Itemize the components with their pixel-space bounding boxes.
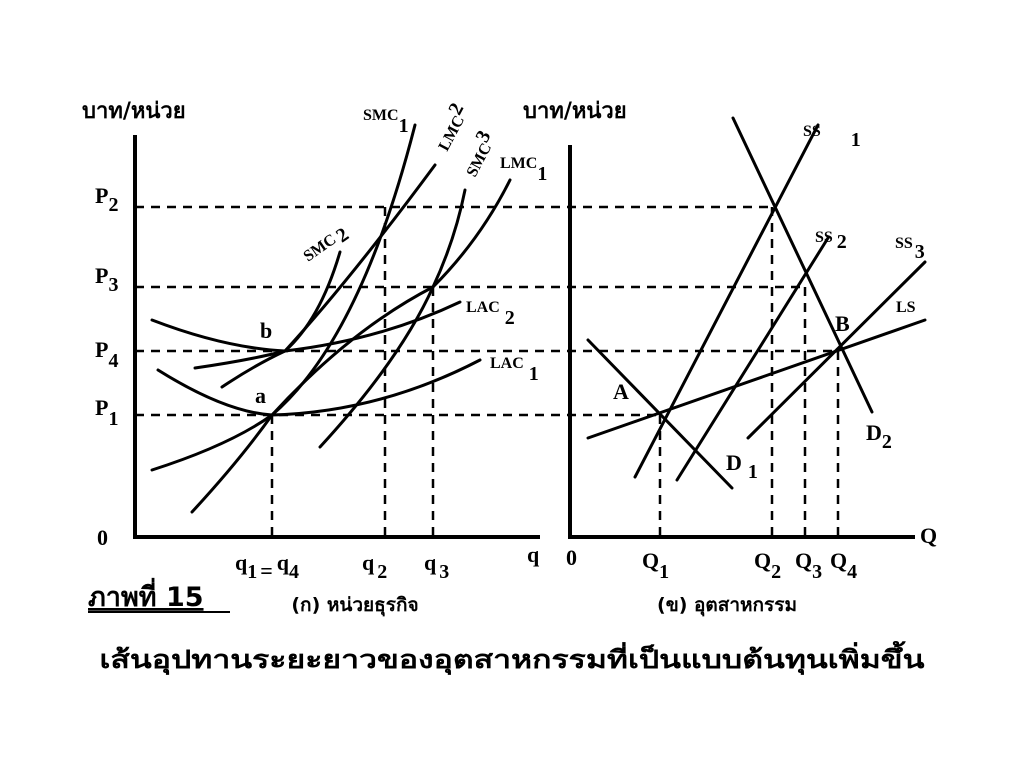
title: เส้นอุปทานระยะยาวของอุตสาหกรรมที่เป็นแบบ… — [100, 640, 925, 676]
curve-label: SMC2 — [301, 223, 353, 269]
curve-label: LMC1 — [500, 155, 547, 185]
lmc2-curve — [193, 163, 437, 370]
figure-label: ภาพที่ 15 — [88, 577, 204, 613]
smc3-curve — [318, 188, 467, 449]
ss2-line — [675, 236, 830, 482]
left-axes — [133, 135, 540, 539]
curve-label: LMC2 — [427, 99, 473, 153]
panel-caption: (ข) อุตสาหกรรม — [657, 594, 797, 617]
ls-line — [586, 318, 927, 440]
y-axis-label: บาท/หน่วย — [523, 99, 627, 124]
lac1-curve — [156, 358, 482, 417]
d1-line — [586, 338, 734, 490]
price-label: P2 — [95, 183, 118, 216]
origin-label: 0 — [566, 545, 577, 570]
quantity-label: Q1 — [642, 548, 669, 583]
point-label: A — [613, 379, 629, 404]
firm-curves — [150, 123, 512, 514]
quantity-label: Q2 — [754, 548, 781, 583]
curve-label: SS 3 — [895, 235, 925, 263]
x-axis-label: Q — [920, 523, 937, 548]
smc1-curve — [150, 123, 417, 472]
curve-label: LS — [896, 299, 916, 316]
point-label: a — [255, 383, 266, 408]
curve-label: SS 1 — [803, 123, 861, 151]
panel-caption: (ก) หน่วยธุรกิจ — [291, 594, 418, 617]
quantity-label: Q3 — [795, 548, 822, 583]
price-label: P1 — [95, 395, 118, 430]
ss1-line — [633, 123, 820, 479]
d2-line — [731, 116, 874, 414]
point-label: b — [260, 318, 272, 343]
origin-label: 0 — [97, 525, 108, 550]
curve-label: D2 — [866, 420, 892, 453]
lmc1-curve — [190, 178, 512, 514]
curve-label: SMC1 — [363, 107, 409, 137]
point-label: B — [835, 311, 850, 336]
y-axis-label: บาท/หน่วย — [82, 99, 186, 124]
price-label: P3 — [95, 263, 118, 296]
curve-label: SS 2 — [815, 229, 847, 253]
axes — [133, 135, 915, 539]
guide-lines — [135, 205, 840, 537]
industry-curves — [586, 116, 927, 490]
right-axes — [568, 145, 915, 539]
quantity-label: q1 = q4 — [235, 550, 299, 583]
quantity-label: Q4 — [830, 548, 857, 583]
curve-label: LAC 1 — [490, 355, 539, 385]
curve-label: SMC3 — [455, 127, 500, 180]
curve-label: LAC 2 — [466, 299, 515, 329]
price-label: P4 — [95, 337, 118, 372]
x-axis-label: q — [527, 542, 540, 567]
